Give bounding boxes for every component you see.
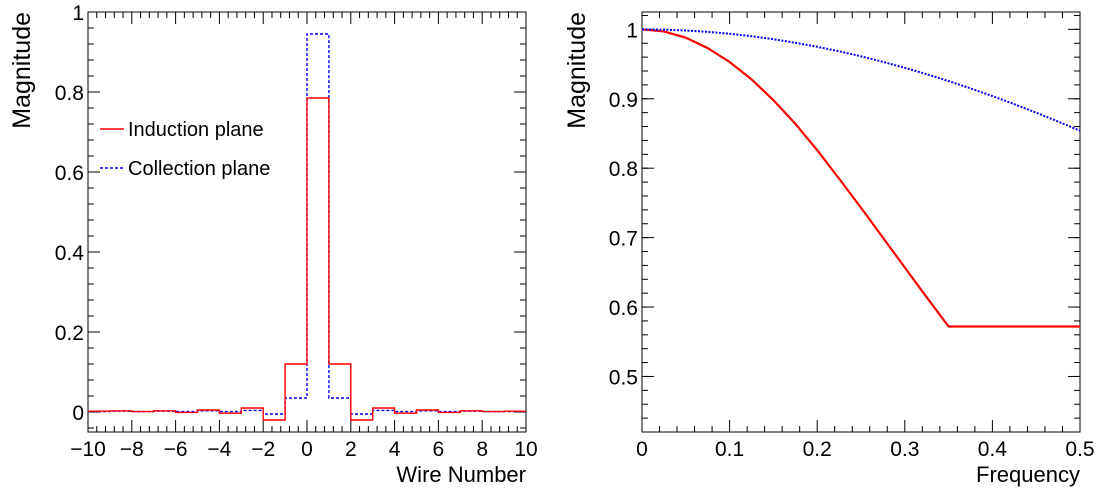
x-tick-label: 0.3 — [890, 438, 919, 461]
x-tick-label: 0.2 — [803, 438, 832, 461]
x-tick-label: −8 — [120, 438, 144, 461]
series-line-induction — [641, 28, 1080, 328]
y-axis-title: Magnitude — [563, 12, 591, 129]
axis-ticks: −10 −8 −6 −4 −2 0 2 4 6 8 10 0 0.2 0.4 0.6 0.8 1 — [55, 2, 538, 461]
y-tick-label: 1 — [626, 19, 638, 42]
legend-label-collection: Collection plane — [128, 158, 270, 180]
x-tick-label: −6 — [164, 438, 188, 461]
x-tick-label: 2 — [345, 438, 357, 461]
frequency-response-chart: 0 0.1 0.2 0.3 0.4 0.5 0.5 0.6 0.7 0.8 0.9 1 Magnitu… — [563, 11, 1095, 487]
series-line-collection — [641, 28, 1081, 132]
y-tick-label: 0.6 — [609, 297, 638, 320]
y-tick-label: 0.6 — [55, 162, 84, 185]
legend-label-induction: Induction plane — [128, 119, 264, 141]
x-tick-label: 4 — [389, 438, 401, 461]
series-line-induction — [88, 97, 526, 421]
y-axis-title: Magnitude — [8, 12, 36, 129]
series-group — [88, 33, 526, 421]
x-tick-label: 6 — [433, 438, 445, 461]
x-tick-label: −2 — [251, 438, 275, 461]
y-tick-label: 1 — [72, 2, 84, 25]
x-tick-label: −4 — [207, 438, 231, 461]
x-tick-label: 0.1 — [715, 438, 744, 461]
legend: Induction plane Collection plane — [100, 119, 270, 180]
y-tick-label: 0.9 — [609, 89, 638, 112]
y-tick-label: 0.2 — [55, 322, 84, 345]
x-tick-label: 10 — [514, 438, 537, 461]
x-tick-label: 0 — [301, 438, 313, 461]
x-tick-label: 0.5 — [1065, 438, 1094, 461]
plot-frame — [641, 11, 1081, 433]
wire-response-chart: −10 −8 −6 −4 −2 0 2 4 6 8 10 0 0.2 0.4 0.6 0.8 1 Magnitu… — [8, 2, 538, 487]
x-tick-label: 0.4 — [978, 438, 1008, 461]
y-tick-label: 0.4 — [55, 242, 85, 265]
x-axis-title: Frequency — [976, 462, 1080, 487]
y-tick-label: 0.7 — [609, 228, 638, 251]
axis-ticks: 0 0.1 0.2 0.3 0.4 0.5 0.5 0.6 0.7 0.8 0.9 1 — [609, 12, 1095, 461]
x-axis-title: Wire Number — [396, 462, 526, 487]
y-tick-label: 0.5 — [609, 366, 638, 389]
series-group — [641, 28, 1081, 328]
x-tick-label: 8 — [476, 438, 488, 461]
x-tick-label: 0 — [636, 438, 648, 461]
y-tick-label: 0.8 — [609, 158, 638, 181]
y-tick-label: 0.8 — [55, 82, 84, 105]
y-tick-label: 0 — [72, 402, 84, 425]
x-tick-label: −10 — [70, 438, 106, 461]
